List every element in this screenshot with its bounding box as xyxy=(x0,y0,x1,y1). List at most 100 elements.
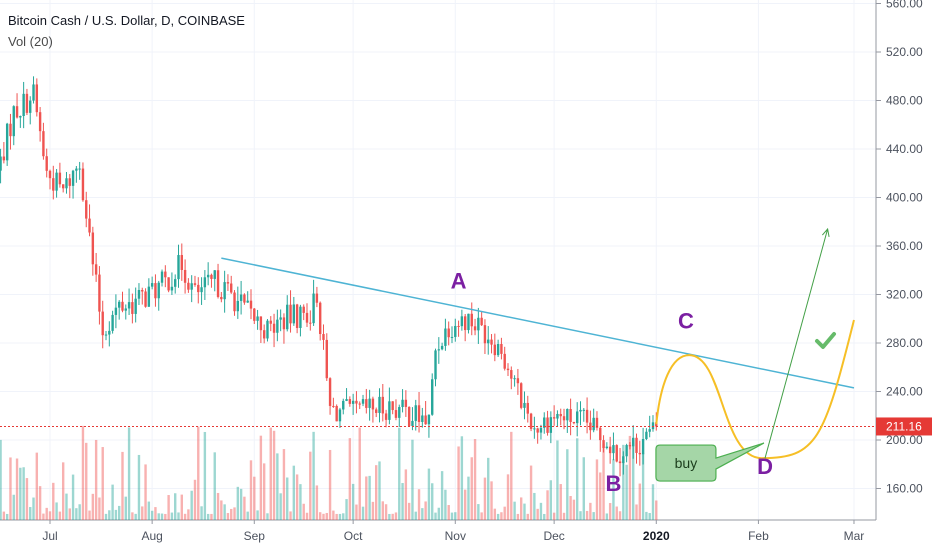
volume-bar xyxy=(193,479,197,520)
volume-bar xyxy=(546,490,549,520)
volume-bar xyxy=(302,503,305,520)
candle-body xyxy=(144,291,147,307)
volume-bar xyxy=(625,464,628,520)
volume-bar xyxy=(351,483,355,520)
candle-body xyxy=(58,172,62,185)
candle-body xyxy=(477,317,480,331)
candle-body xyxy=(335,405,338,422)
candle-body xyxy=(572,421,576,424)
target-arrow xyxy=(764,228,829,459)
volume-bar xyxy=(612,459,615,520)
candle-body xyxy=(124,308,127,311)
candle-body xyxy=(602,440,605,449)
candle-body xyxy=(384,413,388,420)
volume-bar xyxy=(487,457,490,520)
candle-body xyxy=(546,417,549,433)
volume-bar xyxy=(434,512,437,520)
candle-body xyxy=(338,409,342,422)
candle-body xyxy=(269,320,272,324)
candle-body xyxy=(398,407,401,418)
candle-body xyxy=(599,427,602,441)
candle-body xyxy=(381,396,384,414)
volume-bar xyxy=(32,497,35,520)
y-tick-label: 560.00 xyxy=(886,0,923,11)
volume-bar xyxy=(513,501,516,520)
volume-bar xyxy=(582,457,585,520)
candle-body xyxy=(648,429,651,432)
candle-body xyxy=(569,409,572,422)
volume-bar xyxy=(361,506,365,520)
candle-body xyxy=(454,325,457,337)
volume-bar xyxy=(71,474,75,520)
volume-bar xyxy=(467,476,470,520)
volume-bar xyxy=(289,511,292,520)
volume-bar xyxy=(638,483,642,520)
volume-bar xyxy=(233,507,236,520)
candle-body xyxy=(2,156,6,161)
volume-bar xyxy=(177,512,180,520)
candle-body xyxy=(585,409,589,423)
y-tick-label: 200.00 xyxy=(886,433,923,447)
volume-bar xyxy=(187,509,190,520)
candle-body xyxy=(167,277,170,291)
candle-body xyxy=(282,317,286,330)
volume-bar xyxy=(566,449,569,520)
candle-body xyxy=(193,283,197,285)
candle-body xyxy=(286,304,289,330)
volume-bar xyxy=(279,493,282,520)
candle-body xyxy=(473,326,477,331)
volume-bar xyxy=(335,513,338,520)
candle-body xyxy=(450,336,454,338)
volume-bar xyxy=(510,431,513,520)
candle-body xyxy=(256,316,259,321)
volume-bar xyxy=(589,502,592,520)
candle-body xyxy=(595,417,599,428)
volume-bar xyxy=(648,513,651,520)
volume-bar xyxy=(52,482,55,520)
candle-body xyxy=(233,292,236,312)
candle-body xyxy=(0,156,2,171)
projection-curve xyxy=(655,319,855,460)
candle-body xyxy=(463,316,467,331)
candle-body xyxy=(117,301,121,308)
volume-bar xyxy=(632,441,635,520)
candle-body xyxy=(618,461,622,464)
candle-body xyxy=(325,339,328,379)
candle-body xyxy=(147,286,151,307)
candle-body xyxy=(404,399,408,407)
candle-body xyxy=(506,368,510,371)
candle-body xyxy=(302,306,305,313)
volume-bar xyxy=(197,426,200,520)
candle-body xyxy=(101,311,104,336)
candle-body xyxy=(378,396,381,413)
candle-body xyxy=(487,339,490,344)
candle-body xyxy=(612,445,615,454)
candle-body xyxy=(421,415,424,422)
volume-bar xyxy=(500,512,503,520)
candle-body xyxy=(220,296,223,300)
volume-bar xyxy=(243,496,246,520)
volume-bar xyxy=(157,513,160,520)
candle-body xyxy=(411,420,414,426)
volume-bar xyxy=(147,501,151,520)
candle-body xyxy=(127,302,131,309)
volume-bar xyxy=(239,488,243,520)
volume-bar xyxy=(309,451,312,520)
candle-body xyxy=(295,304,299,328)
candle-body xyxy=(500,344,503,354)
candle-body xyxy=(358,403,361,405)
candle-body xyxy=(180,255,183,270)
volume-bar xyxy=(299,484,302,520)
volume-bar xyxy=(144,464,147,520)
volume-bar xyxy=(401,483,404,520)
candle-body xyxy=(65,178,68,189)
last-price-tag xyxy=(876,417,932,436)
volume-bar xyxy=(223,504,226,520)
volume-bar xyxy=(536,508,539,520)
candle-body xyxy=(253,308,256,321)
volume-bar xyxy=(5,513,9,520)
volume-bar xyxy=(345,499,348,520)
candle-body xyxy=(197,284,200,293)
candle-body xyxy=(529,413,533,429)
